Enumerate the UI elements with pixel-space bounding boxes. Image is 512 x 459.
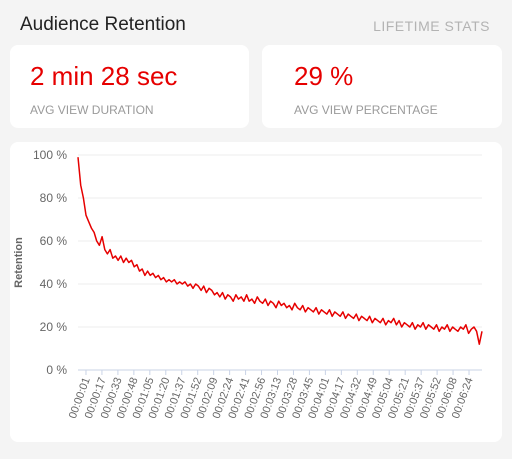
y-tick-label: 40 % [40, 277, 68, 291]
avg-view-duration-value: 2 min 28 sec [30, 61, 178, 91]
y-tick-label: 60 % [40, 234, 68, 248]
lifetime-stats-label: LIFETIME STATS [373, 18, 490, 34]
avg-view-duration-label: AVG VIEW DURATION [30, 103, 154, 117]
avg-view-percentage-label: AVG VIEW PERCENTAGE [294, 103, 438, 117]
avg-view-percentage-card: 29 % AVG VIEW PERCENTAGE [262, 45, 502, 128]
y-tick-label: 100 % [33, 148, 67, 162]
avg-view-duration-card: 2 min 28 sec AVG VIEW DURATION [10, 45, 249, 128]
page-title: Audience Retention [20, 14, 186, 35]
y-tick-label: 80 % [40, 191, 68, 205]
retention-line [77, 157, 483, 345]
retention-chart-card: 0 % 20 % 40 % 60 % 80 % 100 % Retention 00:00:0… [10, 142, 502, 442]
retention-chart: 0 %20 %40 %60 %80 %100 %Retention00:00:0… [13, 148, 483, 420]
y-axis-title: Retention [13, 237, 25, 288]
y-tick-label: 20 % [40, 320, 68, 334]
y-tick-label: 0 % [46, 363, 67, 377]
avg-view-percentage-value: 29 % [294, 61, 354, 91]
